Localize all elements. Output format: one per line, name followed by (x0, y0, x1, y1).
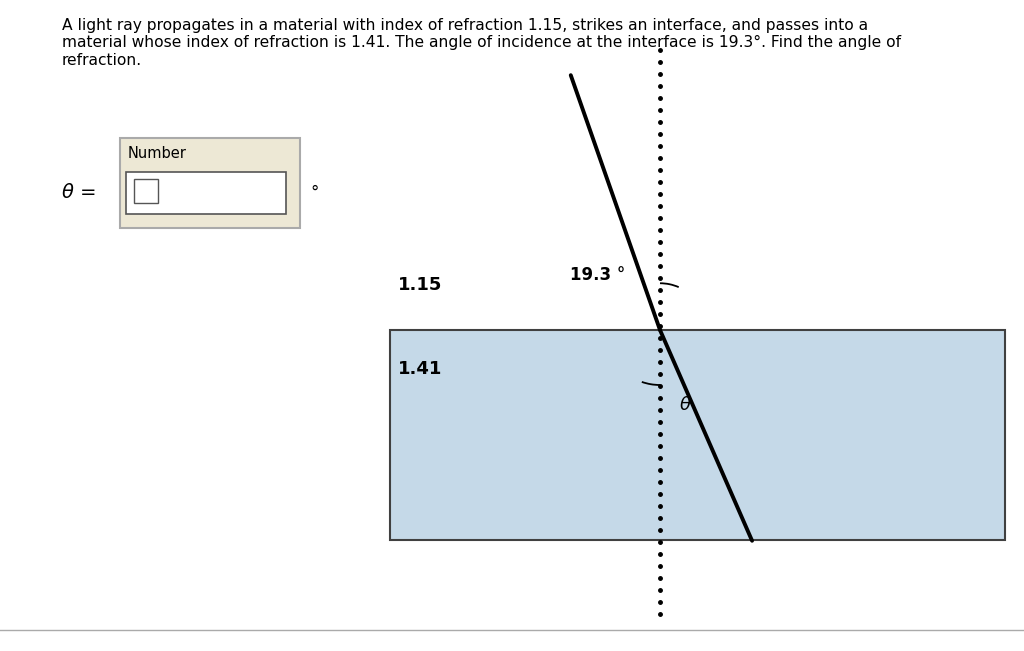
Bar (390, 330, 1005, 540)
Text: 1.41: 1.41 (398, 360, 442, 378)
Text: θ: θ (680, 396, 691, 414)
Text: Number: Number (128, 146, 186, 161)
Text: 1.15: 1.15 (398, 276, 442, 294)
Text: 19.3 °: 19.3 ° (570, 266, 626, 284)
Bar (120, 138, 300, 228)
Text: A light ray propagates in a material with index of refraction 1.15, strikes an i: A light ray propagates in a material wit… (62, 18, 901, 68)
Bar (126, 172, 286, 214)
Bar (134, 179, 158, 203)
Text: θ =: θ = (62, 184, 96, 202)
Text: °: ° (310, 184, 318, 202)
